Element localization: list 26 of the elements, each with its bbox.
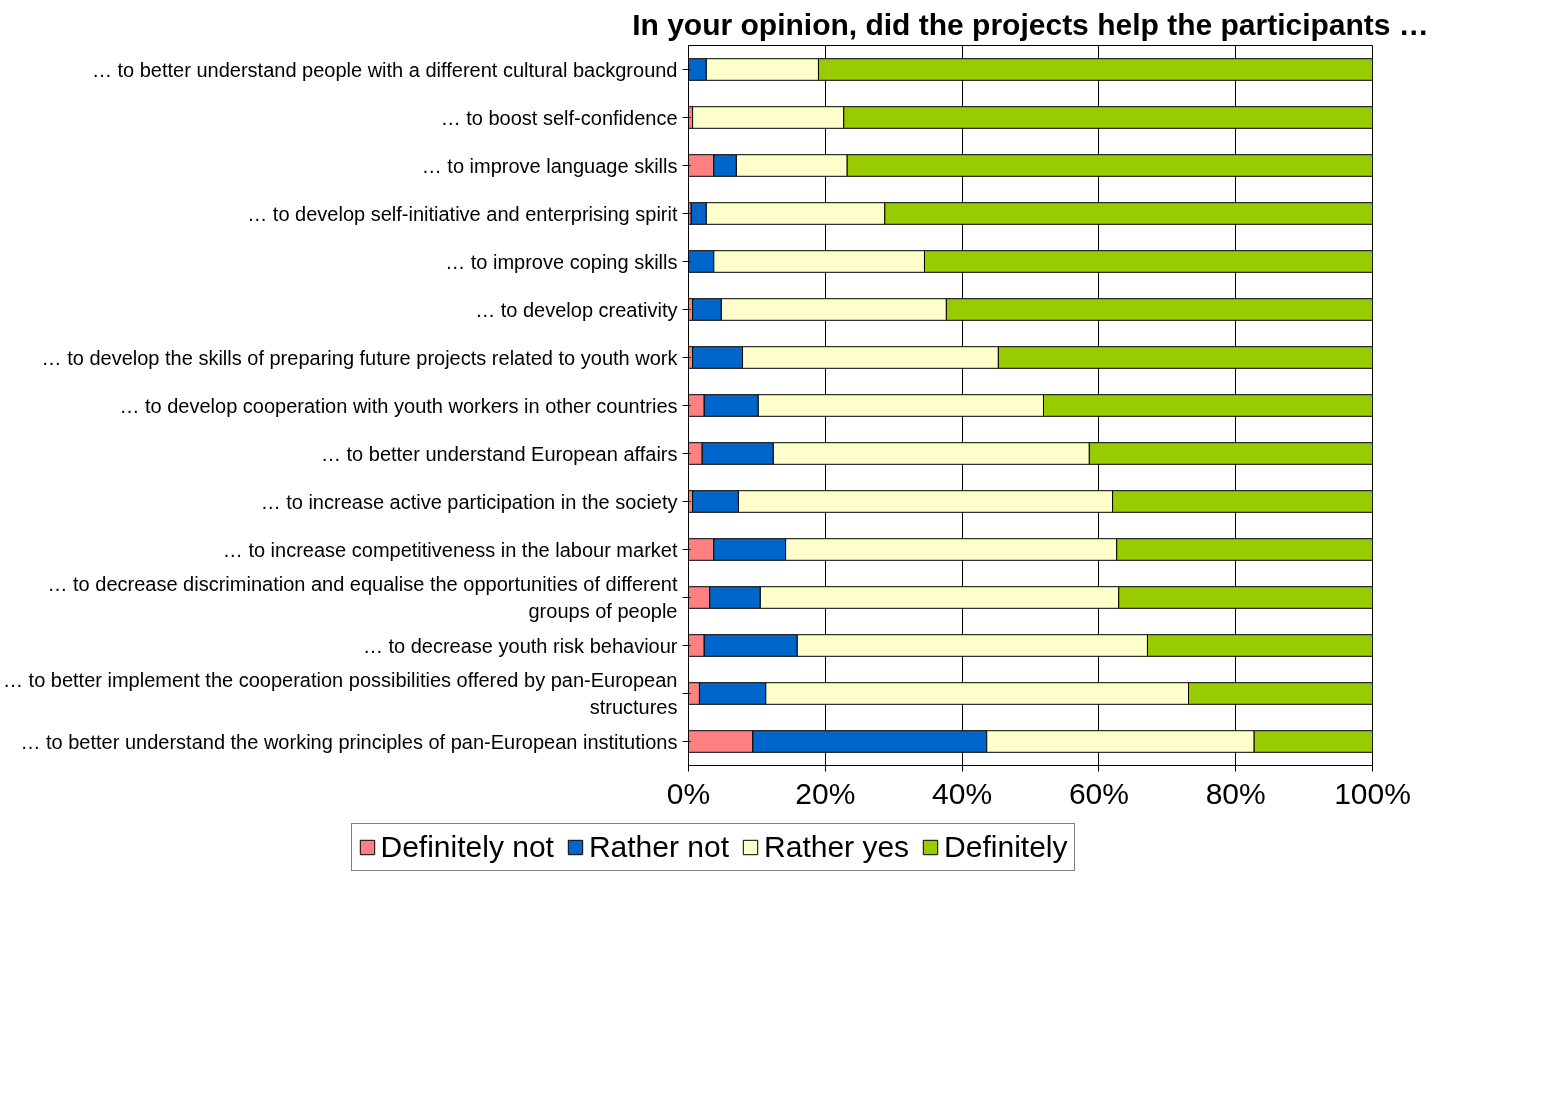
y-tick-label: … to better understand European affairs — [320, 442, 678, 465]
y-tick-label: … to develop self-initiative and enterprising spirit — [247, 202, 678, 225]
y-tick-label: … to develop cooperation with youth workers in other countries — [119, 394, 678, 417]
legend-label: Rather not — [588, 830, 730, 864]
y-tick-label: … to better understand the working principles of pan-European institutions — [20, 730, 678, 753]
y-tick-label: … to decrease discrimination and equalise the opportunities of different groups of people — [47, 573, 678, 622]
y-tick-label: … to develop the skills of preparing future projects related to youth work — [41, 346, 679, 369]
y-tick-label: … to better implement the cooperation possibilities offered by pan-European structures — [3, 669, 678, 718]
y-tick-label: … to decrease youth risk behaviour — [362, 634, 678, 657]
x-tick-label: 20% — [795, 776, 856, 810]
x-tick-label: 40% — [932, 776, 993, 810]
y-tick-label: … to boost self-confidence — [440, 106, 678, 129]
y-tick-label: … to improve language skills — [421, 154, 678, 177]
x-tick-label: 60% — [1068, 776, 1129, 810]
legend-label: Definitely not — [380, 830, 554, 864]
y-tick-label: … to increase active participation in the society — [260, 490, 678, 513]
y-tick-label: … to improve coping skills — [445, 250, 678, 273]
x-tick-label: 100% — [1334, 776, 1411, 810]
legend-label: Rather yes — [764, 830, 910, 864]
x-tick-label: 0% — [666, 776, 711, 810]
chart-title: In your opinion, did the projects help the participants … — [632, 7, 1429, 41]
y-tick-label: … to increase competitiveness in the labour market — [222, 538, 678, 561]
y-tick-label: … to develop creativity — [475, 298, 678, 321]
y-tick-label: … to better understand people with a different cultural background — [91, 58, 678, 81]
x-tick-label: 80% — [1205, 776, 1266, 810]
legend-label: Definitely — [944, 830, 1068, 864]
